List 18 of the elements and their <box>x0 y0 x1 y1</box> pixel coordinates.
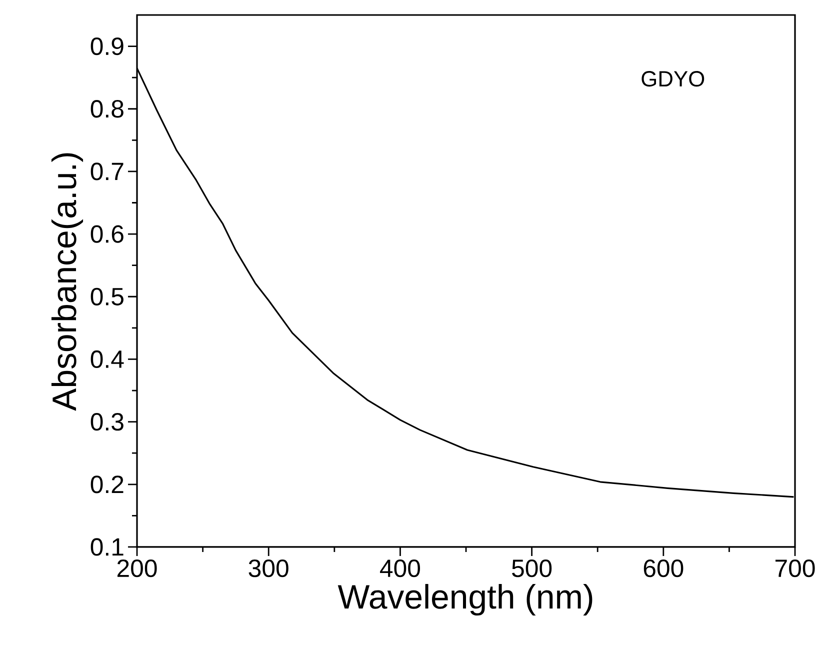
y-tick-label: 0.9 <box>90 37 124 56</box>
x-tick-label: 700 <box>776 560 815 578</box>
x-tick-label: 500 <box>512 560 552 578</box>
annotation: GDYO <box>642 71 704 87</box>
y-tick-label: 0.4 <box>90 350 124 368</box>
x-tick-label: 600 <box>644 560 684 578</box>
y-tick-label: 0.3 <box>90 412 124 431</box>
y-tick-label: 0.1 <box>90 538 124 556</box>
y-tick-label: 0.8 <box>90 100 124 118</box>
y-axis-title: Absorbance(a.u.) <box>51 153 84 411</box>
y-tick-label: 0.2 <box>90 476 124 494</box>
y-tick-label: 0.7 <box>90 162 124 180</box>
x-tick-label: 200 <box>117 560 157 578</box>
x-axis-title: Wavelength (nm) <box>338 584 592 616</box>
x-tick-label: 300 <box>248 560 288 578</box>
y-tick-label: 0.5 <box>90 288 124 306</box>
y-tick-label: 0.6 <box>90 225 124 243</box>
x-tick-label: 400 <box>380 560 420 578</box>
